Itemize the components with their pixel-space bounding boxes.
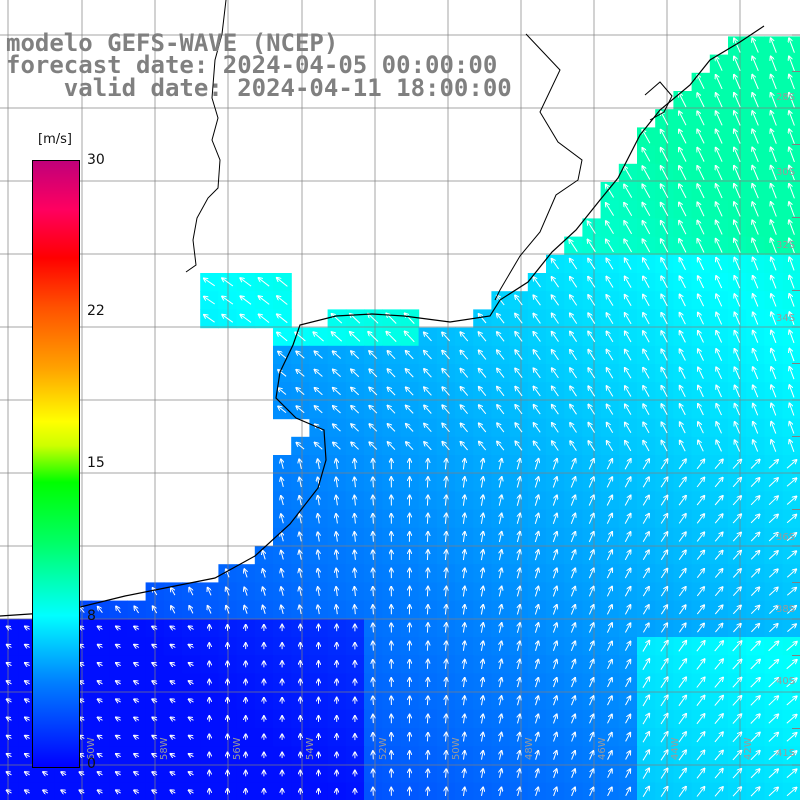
wind-arrow xyxy=(427,514,428,524)
colorbar-units: [m/s] xyxy=(38,132,72,147)
latitude-label: 36S xyxy=(776,532,795,543)
longitude-label: 44W xyxy=(670,737,681,760)
wind-arrow xyxy=(427,550,428,561)
wind-arrow xyxy=(427,733,428,742)
colorbar-tick-0: 0 xyxy=(87,756,96,772)
wind-arrow xyxy=(427,660,428,669)
colorbar xyxy=(32,160,80,768)
longitude-label: 48W xyxy=(524,737,535,760)
latitude-label: 32S xyxy=(776,240,795,251)
longitude-label: 54W xyxy=(305,737,316,760)
wind-arrow xyxy=(427,495,428,506)
colorbar-tick-8: 8 xyxy=(87,608,96,624)
wind-arrow xyxy=(373,660,374,669)
wind-arrow xyxy=(373,696,374,706)
wind-arrow xyxy=(373,605,374,615)
latitude-label: 38S xyxy=(776,604,795,615)
wind-arrow xyxy=(427,477,428,488)
latitude-label: 34S xyxy=(776,313,795,324)
wind-arrow xyxy=(373,623,374,633)
colorbar-tick-15: 15 xyxy=(87,455,105,471)
wind-cell xyxy=(782,782,800,800)
colorbar-tick-30: 30 xyxy=(87,152,105,168)
wind-arrow xyxy=(427,642,428,651)
latitude-label: 30S xyxy=(776,167,795,178)
wind-arrow xyxy=(427,678,428,688)
wind-arrow xyxy=(427,788,428,796)
longitude-label: 42W xyxy=(743,737,754,760)
longitude-label: 58W xyxy=(159,737,170,760)
latitude-label: 40S xyxy=(776,676,795,687)
longitude-label: 52W xyxy=(378,737,389,760)
colorbar-tick-22: 22 xyxy=(87,303,105,319)
longitude-label: 50W xyxy=(451,737,462,760)
latitude-label: 41S xyxy=(776,748,795,759)
wind-arrow xyxy=(373,587,374,597)
latitude-label: 28S xyxy=(776,92,795,103)
wind-arrow xyxy=(373,550,374,560)
valid-date: valid date: 2024-04-11 18:00:00 xyxy=(6,74,512,102)
wind-arrow xyxy=(427,751,428,760)
wind-arrow xyxy=(427,459,428,470)
wind-arrow xyxy=(373,477,374,488)
wind-arrow xyxy=(427,587,428,597)
wind-arrow xyxy=(373,642,374,651)
wind-arrow xyxy=(427,623,428,633)
wind-arrow xyxy=(427,532,428,542)
wind-arrow xyxy=(373,459,374,470)
longitude-label: 56W xyxy=(232,737,243,760)
wind-arrow xyxy=(427,696,428,706)
longitude-label: 46W xyxy=(597,737,608,760)
wind-arrow xyxy=(427,568,428,579)
wind-arrow xyxy=(373,496,374,506)
wind-arrow xyxy=(427,769,428,778)
wind-arrow xyxy=(373,532,374,542)
wind-arrow xyxy=(373,514,374,524)
wind-arrow xyxy=(427,605,428,615)
wind-arrow xyxy=(373,678,374,687)
wind-arrow xyxy=(373,569,374,579)
wind-arrow xyxy=(427,715,428,724)
